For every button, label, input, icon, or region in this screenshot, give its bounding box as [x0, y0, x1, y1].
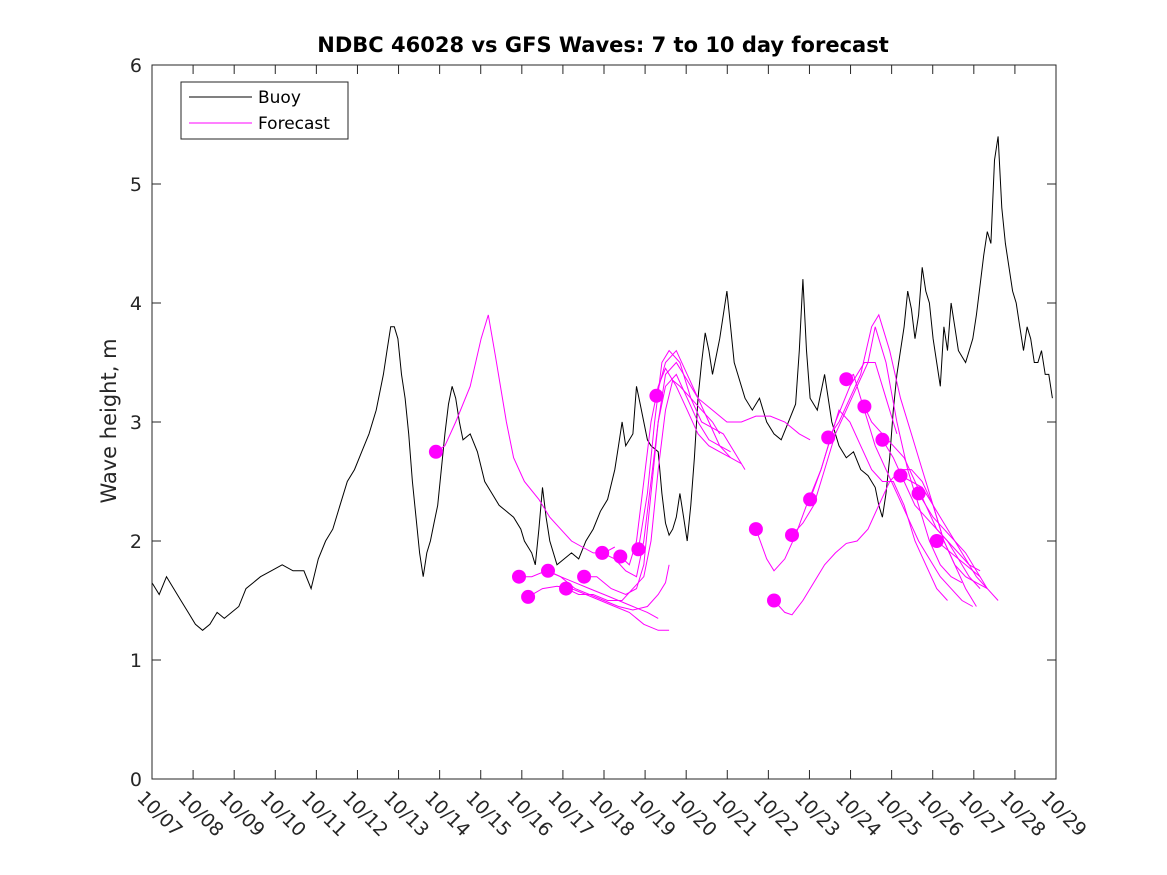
- forecast-marker-2: [512, 569, 526, 584]
- forecast-marker-18: [875, 432, 890, 447]
- forecast-line-15: [827, 313, 988, 590]
- forecast-line-21: [936, 540, 981, 578]
- forecast-marker-8: [613, 549, 628, 564]
- y-tick-label-3: 3: [130, 412, 142, 434]
- forecast-marker-19: [893, 468, 908, 483]
- legend-forecast-label: Forecast: [258, 114, 330, 134]
- forecast-marker-9: [631, 542, 646, 557]
- y-tick-label-1: 1: [130, 650, 142, 672]
- forecast-line-1: [435, 314, 616, 554]
- forecast-marker-3: [521, 589, 536, 604]
- chart-title: NDBC 46028 vs GFS Waves: 7 to 10 day for…: [317, 33, 888, 57]
- y-tick-label-4: 4: [130, 293, 142, 315]
- forecast-marker-16: [839, 372, 854, 387]
- forecast-line-3: [527, 585, 670, 631]
- plot-lines: [151, 136, 1053, 631]
- forecast-marker-14: [803, 492, 818, 507]
- forecast-line-5: [565, 379, 721, 601]
- forecast-marker-1: [428, 444, 443, 459]
- forecast-marker-15: [821, 430, 836, 445]
- y-tick-label-2: 2: [130, 531, 142, 553]
- y-tick-label-5: 5: [130, 174, 142, 196]
- legend-buoy-label: Buoy: [258, 88, 301, 108]
- forecast-line-20: [918, 493, 999, 601]
- forecast-marker-7: [595, 545, 610, 560]
- forecast-line-13: [791, 326, 963, 584]
- forecast-marker-21: [929, 534, 944, 548]
- forecast-line-7: [601, 373, 731, 578]
- forecast-marker-17: [857, 399, 872, 414]
- forecast-marker-12: [767, 593, 781, 608]
- y-axis-label: Wave height, m: [97, 338, 121, 503]
- forecast-marker-4: [541, 563, 555, 578]
- legend-box: [180, 81, 349, 140]
- y-tick-label-6: 6: [130, 55, 142, 77]
- forecast-marker-6: [577, 569, 592, 584]
- y-tick-label-0: 0: [130, 769, 142, 791]
- forecast-marker-10: [649, 388, 664, 403]
- forecast-line-10: [655, 349, 811, 441]
- forecast-marker-5: [559, 581, 573, 596]
- forecast-line-8: [619, 367, 742, 566]
- legend: Buoy Forecast: [180, 81, 349, 140]
- forecast-marker-20: [911, 486, 926, 501]
- forecast-marker-11: [748, 522, 763, 537]
- buoy-line: [151, 136, 1053, 631]
- forecast-marker-13: [785, 528, 799, 543]
- forecast-line-9: [637, 349, 746, 550]
